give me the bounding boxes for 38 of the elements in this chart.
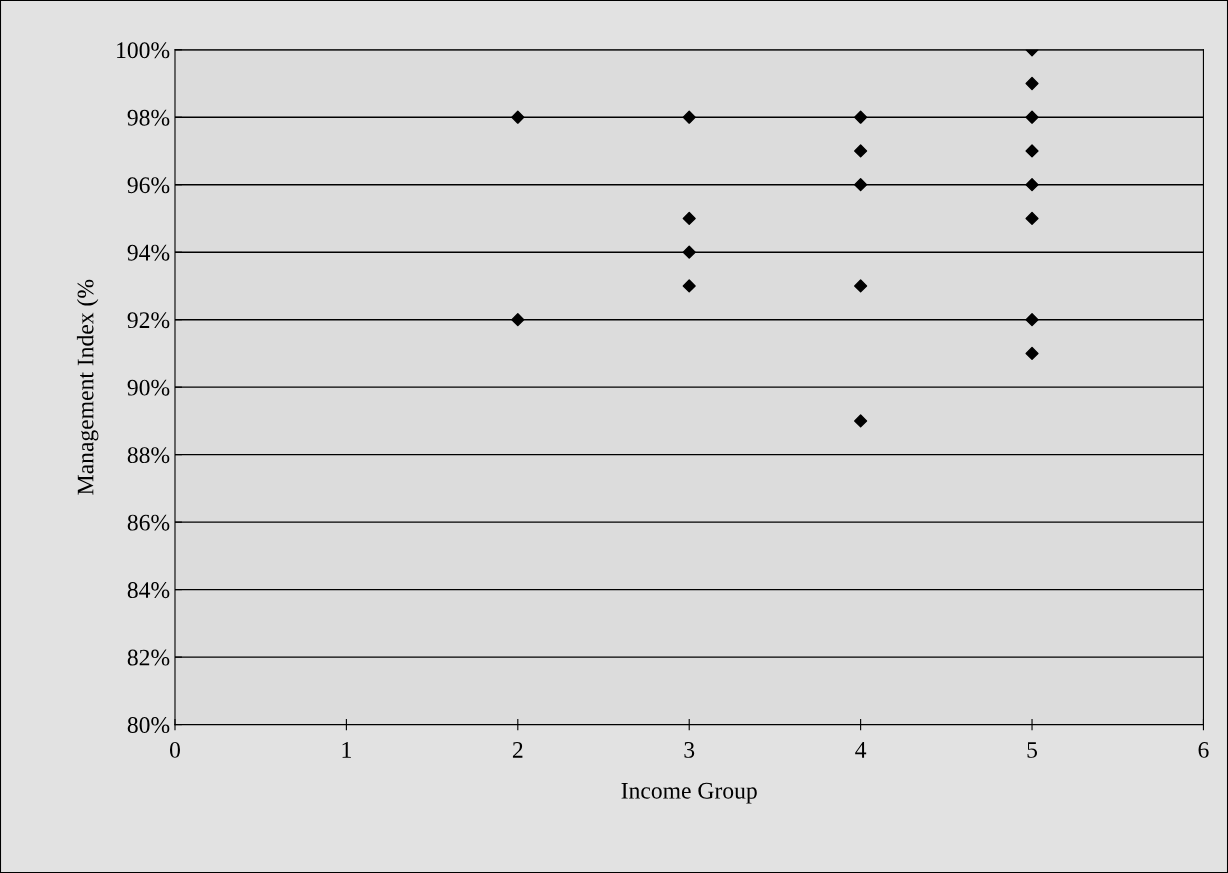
point (1025, 76, 1039, 91)
point (1025, 178, 1039, 192)
y-tick-label: 92% (127, 312, 170, 329)
point (682, 279, 696, 293)
point (854, 414, 868, 428)
y-tick-label: 84% (127, 582, 170, 599)
point (854, 110, 868, 124)
point (854, 144, 868, 158)
x-tick-label: 4 (855, 742, 867, 758)
point (854, 178, 868, 192)
y-tick-label: 88% (127, 447, 170, 464)
point (1025, 110, 1039, 124)
y-tick-label: 86% (127, 514, 170, 531)
y-tick-label: 100% (117, 42, 170, 59)
x-tick-label: 6 (1198, 742, 1209, 758)
point (511, 313, 525, 327)
point (1025, 313, 1039, 327)
y-tick-label: 90% (127, 379, 170, 396)
point (1025, 211, 1039, 226)
y-tick-label: 98% (127, 109, 170, 126)
point (682, 110, 696, 124)
y-tick-label: 96% (127, 177, 170, 194)
point (682, 211, 696, 226)
x-tick-label: 0 (169, 741, 180, 758)
y-axis-title: Management Index (% (76, 279, 99, 495)
y-tick-label: 94% (127, 244, 170, 261)
y-tick-label: 80% (127, 717, 170, 734)
y-tick-label: 82% (127, 649, 170, 666)
x-tick-label: 2 (512, 742, 523, 758)
point (682, 245, 696, 259)
x-tick-label: 3 (684, 742, 695, 758)
x-tick-label: 1 (342, 742, 351, 758)
x-axis-title: Income Group (621, 782, 757, 804)
point (1025, 346, 1039, 361)
point (1025, 144, 1039, 158)
point (511, 110, 525, 124)
point (854, 279, 868, 293)
x-tick-label: 5 (1027, 742, 1038, 758)
